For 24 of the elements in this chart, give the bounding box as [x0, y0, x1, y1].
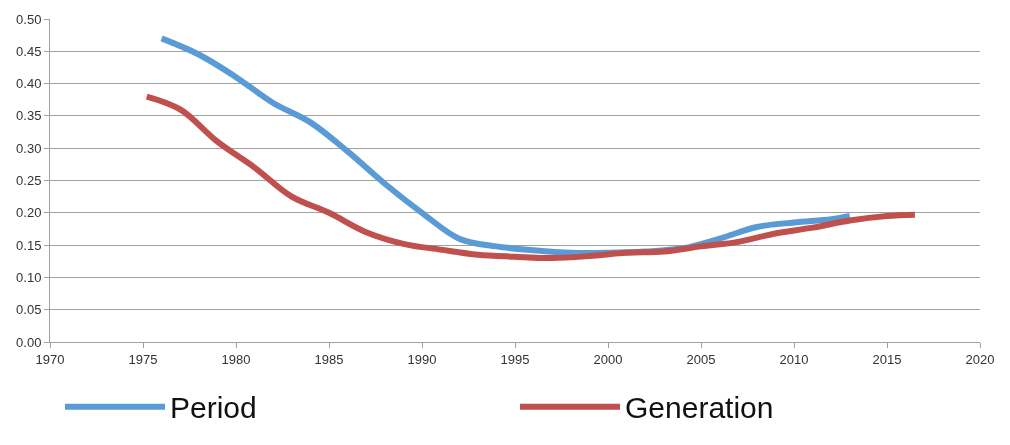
y-tick-label: 0.35: [16, 108, 42, 124]
x-tick-label: 1995: [500, 351, 530, 367]
legend-label: Period: [170, 391, 257, 425]
x-tick-label: 2010: [779, 351, 809, 367]
x-tick-label: 1970: [35, 351, 65, 367]
y-tick-label: 0.15: [16, 237, 42, 253]
y-tick-label: 0.20: [16, 205, 42, 221]
y-tick-label: 0.10: [16, 269, 42, 285]
y-tick-label: 0.40: [16, 76, 42, 92]
y-tick-label: 0.00: [16, 334, 42, 350]
y-tick-label: 0.25: [16, 173, 42, 189]
x-tick-label: 2005: [686, 351, 716, 367]
x-tick-label: 2000: [593, 351, 623, 367]
x-tick-label: 1990: [407, 351, 437, 367]
x-tick-label: 2015: [872, 351, 902, 367]
x-tick-label: 1980: [221, 351, 251, 367]
x-tick-label: 1985: [314, 351, 344, 367]
y-tick-label: 0.30: [16, 140, 42, 156]
y-tick-label: 0.50: [16, 11, 42, 27]
y-tick-label: 0.05: [16, 302, 42, 318]
legend-label: Generation: [625, 391, 774, 425]
y-tick-label: 0.45: [16, 43, 42, 59]
x-tick-label: 2020: [965, 351, 995, 367]
x-tick-label: 1975: [128, 351, 158, 367]
